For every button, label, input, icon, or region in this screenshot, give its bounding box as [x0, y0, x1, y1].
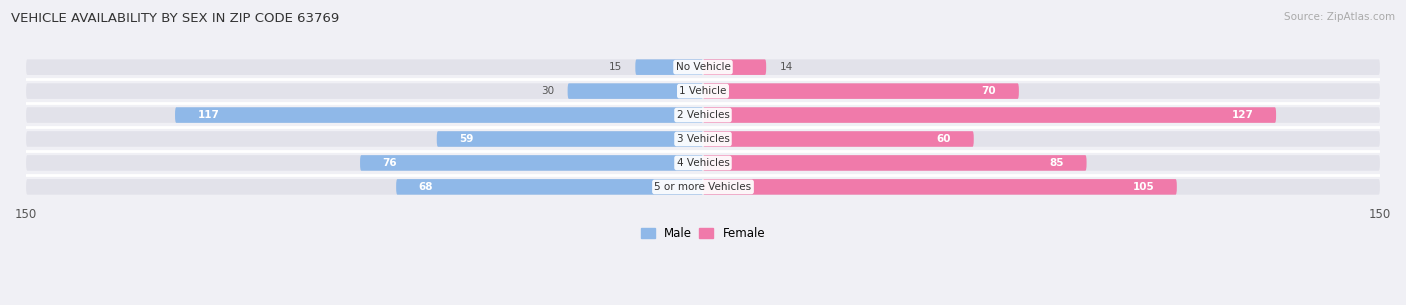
FancyBboxPatch shape	[703, 179, 1177, 195]
Text: 60: 60	[936, 134, 952, 144]
FancyBboxPatch shape	[174, 107, 703, 123]
Text: VEHICLE AVAILABILITY BY SEX IN ZIP CODE 63769: VEHICLE AVAILABILITY BY SEX IN ZIP CODE …	[11, 12, 339, 25]
Text: 117: 117	[198, 110, 219, 120]
Text: 1 Vehicle: 1 Vehicle	[679, 86, 727, 96]
Text: 76: 76	[382, 158, 398, 168]
FancyBboxPatch shape	[703, 131, 974, 147]
FancyBboxPatch shape	[568, 83, 703, 99]
Text: 2 Vehicles: 2 Vehicles	[676, 110, 730, 120]
Text: 68: 68	[419, 182, 433, 192]
FancyBboxPatch shape	[396, 179, 703, 195]
FancyBboxPatch shape	[360, 155, 703, 171]
Text: 4 Vehicles: 4 Vehicles	[676, 158, 730, 168]
FancyBboxPatch shape	[703, 83, 1019, 99]
Text: 14: 14	[780, 62, 793, 72]
Text: 59: 59	[460, 134, 474, 144]
FancyBboxPatch shape	[636, 59, 703, 75]
Text: Source: ZipAtlas.com: Source: ZipAtlas.com	[1284, 12, 1395, 22]
Text: 15: 15	[609, 62, 621, 72]
Text: 127: 127	[1232, 110, 1254, 120]
FancyBboxPatch shape	[27, 83, 1379, 99]
FancyBboxPatch shape	[27, 59, 1379, 75]
Text: 30: 30	[541, 86, 554, 96]
Text: 3 Vehicles: 3 Vehicles	[676, 134, 730, 144]
Text: 70: 70	[981, 86, 997, 96]
FancyBboxPatch shape	[27, 179, 1379, 195]
FancyBboxPatch shape	[437, 131, 703, 147]
FancyBboxPatch shape	[703, 107, 1277, 123]
FancyBboxPatch shape	[27, 131, 1379, 147]
Text: No Vehicle: No Vehicle	[675, 62, 731, 72]
FancyBboxPatch shape	[27, 107, 1379, 123]
Text: 105: 105	[1132, 182, 1154, 192]
FancyBboxPatch shape	[27, 155, 1379, 171]
Text: 85: 85	[1049, 158, 1064, 168]
FancyBboxPatch shape	[703, 155, 1087, 171]
FancyBboxPatch shape	[703, 59, 766, 75]
Legend: Male, Female: Male, Female	[636, 222, 770, 245]
Text: 5 or more Vehicles: 5 or more Vehicles	[654, 182, 752, 192]
